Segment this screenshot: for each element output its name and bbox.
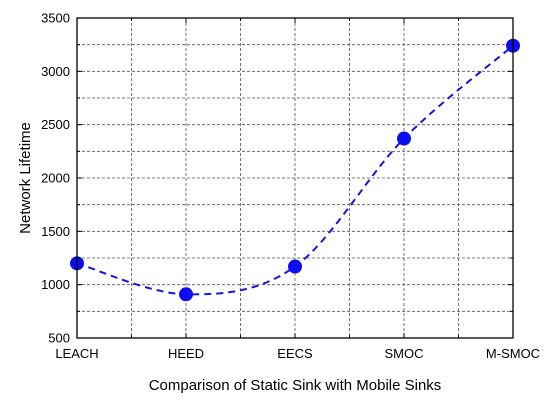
y-tick-label: 2000	[41, 171, 70, 186]
y-tick-label: 1000	[41, 277, 70, 292]
y-tick-label: 3000	[41, 64, 70, 79]
x-axis-title: Comparison of Static Sink with Mobile Si…	[149, 377, 442, 394]
y-tick-label: 1500	[41, 224, 70, 239]
data-point	[288, 259, 302, 274]
y-tick-label: 500	[48, 331, 70, 346]
series-line-group	[76, 44, 514, 296]
x-tick-label: SMOC	[385, 346, 424, 361]
x-tick-label: EECS	[277, 346, 313, 361]
x-tick-label: M-SMOC	[486, 346, 540, 361]
y-axis-title: Network Lifetime	[17, 122, 34, 234]
x-tick-label: HEED	[168, 346, 204, 361]
data-point	[397, 131, 411, 146]
data-point	[179, 287, 193, 302]
grid	[77, 18, 513, 338]
series-line	[76, 44, 514, 296]
x-tick-label: LEACH	[55, 346, 98, 361]
y-tick-label: 3500	[41, 11, 70, 26]
axes: 500 1000 1500 2000 2500 3000 3500 LEACH HEED EECS…	[41, 11, 540, 362]
y-tick-label: 2500	[41, 117, 70, 132]
